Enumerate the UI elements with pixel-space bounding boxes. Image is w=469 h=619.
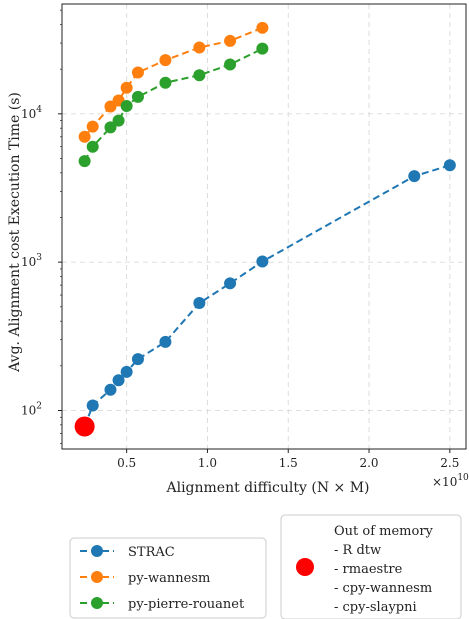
y-tick-label: 104 <box>21 105 42 121</box>
x-multiplier: ×1010 <box>432 473 469 489</box>
data-point <box>86 399 99 412</box>
oom-legend: Out of memory - R dtw - rmaestre - cpy-w… <box>280 514 462 619</box>
oom-legend-item: - R dtw <box>334 543 381 558</box>
legend-label: py-pierre-rouanet <box>128 597 245 612</box>
x-tick-label: 1.0 <box>198 456 217 470</box>
y-axis-label: Avg. Alignment cost Execution Time (s) <box>7 92 23 373</box>
data-point <box>112 114 125 127</box>
legend-marker <box>91 571 103 583</box>
legend-label: py-wannesm <box>128 571 210 586</box>
data-point <box>159 54 172 67</box>
data-point <box>193 297 206 310</box>
data-point <box>224 34 237 47</box>
data-point <box>86 120 99 133</box>
data-point <box>193 41 206 54</box>
data-point <box>104 383 117 396</box>
data-point <box>224 58 237 71</box>
series-line-py-pierre-rouanet <box>83 47 263 162</box>
data-point <box>78 130 91 143</box>
x-tick-label: 2.5 <box>440 456 459 470</box>
data-point <box>120 99 133 112</box>
data-point <box>78 155 91 168</box>
oom-marker <box>74 416 95 437</box>
data-point <box>408 170 421 183</box>
data-point <box>120 365 133 378</box>
legend-marker <box>91 545 103 557</box>
data-point <box>256 21 269 34</box>
data-point <box>443 159 456 172</box>
data-point <box>131 353 144 366</box>
series-line-STRAC <box>83 164 451 427</box>
data-point <box>256 255 269 268</box>
x-tick-label: 2.0 <box>359 456 378 470</box>
y-tick-label: 103 <box>21 253 42 269</box>
oom-legend-item: - cpy-wannesm <box>334 581 432 596</box>
data-point <box>131 90 144 103</box>
oom-legend-item: - cpy-slaypni <box>334 600 417 615</box>
data-point <box>224 277 237 290</box>
x-tick-label: 0.5 <box>117 456 136 470</box>
series-legend-box <box>69 537 267 619</box>
x-multiplier-exp: 10 <box>457 473 469 483</box>
x-multiplier-base: ×10 <box>432 475 457 489</box>
series-line-py-wannesm <box>83 26 263 138</box>
oom-legend-marker <box>296 558 314 576</box>
oom-legend-box <box>280 514 462 619</box>
data-point <box>112 374 125 387</box>
legend-marker <box>91 597 103 609</box>
data-point <box>104 121 117 134</box>
data-point <box>256 42 269 55</box>
data-point <box>86 140 99 153</box>
oom-legend-item: - rmaestre <box>334 562 403 577</box>
plot-area: 0.5 1.0 1.5 2.0 2.5 102 103 104 <box>21 3 467 470</box>
data-point <box>159 335 172 348</box>
oom-legend-title: Out of memory <box>334 524 434 539</box>
series-legend: STRAC py-wannesm py-pierre-rouanet <box>69 537 267 619</box>
data-point <box>159 76 172 89</box>
plot-frame <box>61 3 467 450</box>
x-tick-label: 1.5 <box>279 456 298 470</box>
legend-label: STRAC <box>128 545 175 560</box>
data-point <box>131 66 144 79</box>
data-point <box>193 69 206 82</box>
x-axis-label: Alignment difficulty (N × M) <box>165 480 369 496</box>
data-point <box>120 81 133 94</box>
y-tick-label: 102 <box>21 401 42 417</box>
